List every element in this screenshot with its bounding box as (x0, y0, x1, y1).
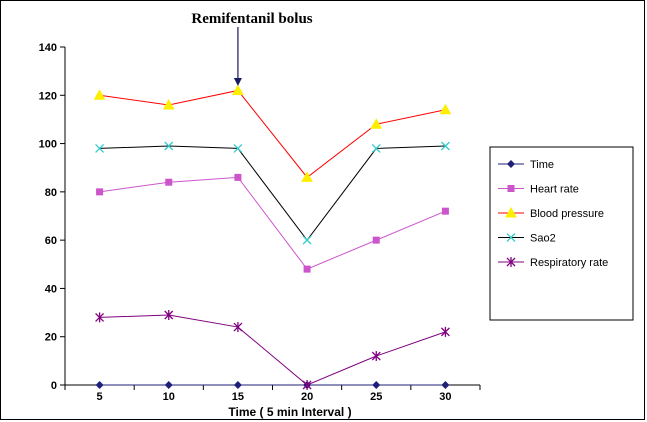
legend-item: Respiratory rate (498, 257, 608, 269)
y-tick-label: 140 (39, 42, 57, 54)
series-line (99, 145, 446, 241)
x-axis: 5 10 15 20 25 30 (64, 384, 481, 403)
series-blood-pressure (93, 84, 452, 182)
legend-marker (507, 160, 515, 168)
x-tick-label: 20 (301, 391, 313, 403)
data-point (439, 103, 452, 115)
data-point (96, 188, 104, 196)
x-tick-label: 15 (232, 391, 244, 403)
data-point (440, 326, 450, 337)
y-tick-label: 60 (45, 235, 57, 247)
series-heart-rate (96, 173, 449, 273)
series-line (99, 176, 446, 270)
data-point (371, 351, 381, 362)
data-point (164, 141, 174, 151)
y-tick-label: 0 (51, 380, 57, 392)
data-point (164, 309, 174, 320)
legend: Time Heart rate Blood pressure Sao2 Respirat… (489, 146, 634, 321)
data-point (233, 381, 242, 389)
data-point (95, 381, 104, 389)
x-axis-label: Time ( 5 min Interval ) (228, 405, 351, 419)
legend-item: Heart rate (498, 184, 579, 196)
y-axis: 0 20 40 60 80 100 120 140 (39, 42, 66, 392)
y-tick-label: 40 (45, 283, 57, 295)
data-point (302, 380, 312, 390)
data-point (164, 381, 173, 389)
legend-item: Time (498, 159, 554, 171)
legend-marker (506, 233, 516, 242)
x-tick-label: 25 (370, 391, 382, 403)
data-point (372, 236, 380, 244)
data-point (165, 178, 173, 186)
bolus-annotation: Remifentanil bolus (191, 11, 313, 86)
plot-area (93, 84, 452, 390)
legend-label: Heart rate (530, 184, 579, 196)
legend-item: Sao2 (498, 233, 556, 245)
legend-box (489, 146, 634, 321)
legend-item: Blood pressure (498, 206, 604, 220)
series-respiratory-rate (95, 309, 450, 390)
series-line (99, 314, 446, 386)
data-point (95, 143, 105, 153)
data-point (441, 207, 449, 215)
x-tick-label: 30 (439, 391, 451, 403)
legend-marker (506, 257, 516, 267)
data-point (233, 143, 243, 153)
annotation-arrow-head (233, 78, 242, 86)
x-tick-label: 10 (163, 391, 175, 403)
legend-marker (505, 206, 517, 218)
x-tick-label: 5 (97, 391, 103, 403)
series-sao2 (95, 141, 450, 245)
series-line (99, 89, 446, 179)
data-point (232, 84, 244, 95)
data-point (371, 143, 381, 153)
data-point (301, 171, 313, 182)
data-point (162, 98, 175, 110)
data-point (441, 381, 450, 389)
data-point (234, 173, 242, 181)
data-point (302, 235, 312, 245)
y-tick-label: 80 (45, 187, 57, 199)
data-point (370, 118, 383, 129)
data-point (95, 312, 105, 323)
legend-label: Sao2 (530, 233, 556, 245)
data-point (440, 141, 450, 151)
y-tick-label: 20 (45, 332, 57, 344)
legend-label: Time (530, 159, 554, 171)
data-point (303, 265, 311, 273)
legend-marker (507, 185, 515, 192)
data-point (93, 89, 106, 100)
legend-label: Blood pressure (530, 208, 604, 220)
data-point (372, 381, 381, 389)
y-tick-label: 100 (39, 139, 57, 151)
y-tick-label: 120 (39, 90, 57, 102)
annotation-label: Remifentanil bolus (191, 11, 312, 27)
legend-label: Respiratory rate (530, 257, 608, 269)
data-point (233, 322, 243, 333)
